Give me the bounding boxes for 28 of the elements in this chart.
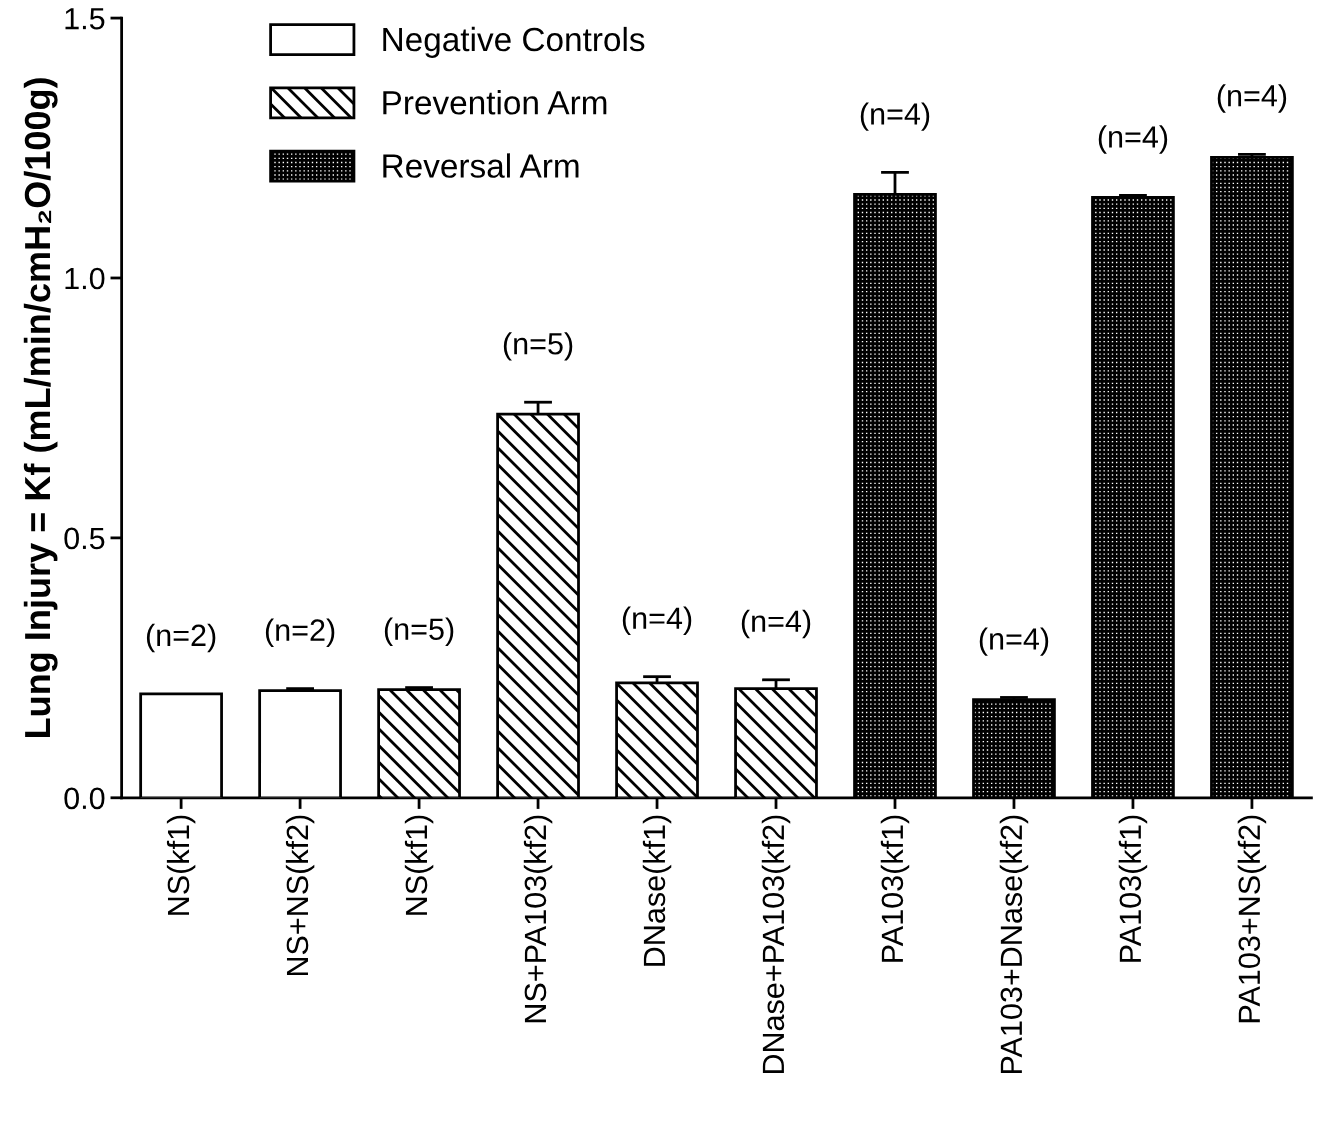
annotation: (n=4) [622, 606, 692, 636]
x-tick-label: PA103(kf1) [880, 815, 910, 962]
y-tick-label: 1.5 [65, 8, 105, 30]
y-tick-label: 1.0 [65, 267, 105, 290]
x-tick-label: NS+NS(kf2) [285, 815, 315, 976]
x-tick-label: PA103+NS(kf2) [1237, 815, 1267, 1023]
annotation: (n=4) [979, 627, 1049, 656]
annotation: (n=4) [860, 102, 930, 131]
annotation: (n=5) [384, 617, 454, 646]
x-tick-label: DNase(kf1) [642, 815, 672, 966]
y-axis-title: Lung Injury = Kf (mL/min/cmH₂O/100g) [23, 78, 58, 738]
annotation: (n=4) [741, 609, 811, 639]
legend-label: Prevention Arm [383, 90, 607, 115]
y-tick-label: 0.5 [64, 527, 105, 550]
x-tick-label: PA103+DNase(kf2) [999, 815, 1029, 1074]
annotation: (n=2) [146, 623, 216, 653]
x-tick-label: NS+PA103(kf2) [523, 815, 553, 1023]
annotation: (n=5) [503, 332, 573, 361]
legend-label: Negative Controls [383, 26, 645, 58]
annotation: (n=2) [265, 618, 335, 648]
y-tick-label: 0.0 [64, 787, 105, 810]
x-tick-label: NS(kf1) [166, 815, 196, 915]
annotation: (n=4) [1217, 84, 1287, 113]
annotation: (n=4) [1098, 125, 1168, 154]
legend-label: Reversal Arm [383, 153, 579, 178]
x-tick-label: PA103(kf1) [1118, 815, 1148, 962]
x-tick-label: NS(kf1) [404, 815, 434, 915]
x-tick-label: DNase+PA103(kf2) [761, 815, 791, 1074]
